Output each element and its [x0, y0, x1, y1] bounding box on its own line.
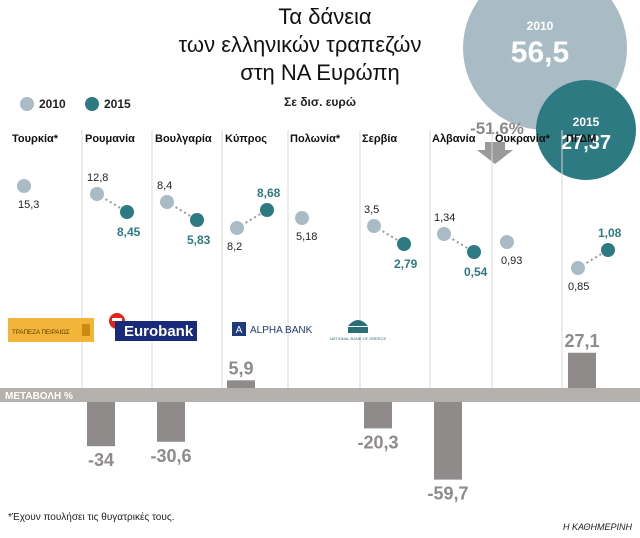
legend-2010-label: 2010 [39, 97, 66, 111]
dot-2010 [500, 235, 514, 249]
category-label: Τουρκία* [12, 133, 59, 145]
svg-text:Eurobank: Eurobank [124, 323, 194, 340]
title-line-1: Τα δάνεια [278, 4, 372, 29]
legend-2015-dot [85, 97, 99, 111]
dot-2010 [367, 219, 381, 233]
category-label: Πολωνία* [290, 133, 341, 145]
value-label-2010: 0,85 [568, 281, 589, 293]
title-line-3: στη ΝΑ Ευρώπη [240, 60, 400, 85]
value-label-2015: 1,08 [598, 226, 622, 240]
svg-text:ALPHA BANK: ALPHA BANK [250, 325, 313, 336]
change-bar [87, 402, 115, 447]
change-bar [364, 402, 392, 429]
dot-2010 [437, 227, 451, 241]
dot-2015 [190, 213, 204, 227]
svg-text:A: A [236, 325, 243, 336]
dot-2010 [571, 261, 585, 275]
total-2010-year: 2010 [527, 19, 554, 33]
change-bar [434, 402, 462, 480]
value-label-2010: 3,5 [364, 204, 379, 216]
value-label-2015: 5,83 [187, 233, 211, 247]
legend-2010-dot [20, 97, 34, 111]
change-label: -59,7 [427, 484, 468, 504]
total-change-label: -51,6% [470, 119, 524, 138]
value-label-2010: 5,18 [296, 231, 317, 243]
dot-2010 [17, 179, 31, 193]
category-label: Ρουμανία [85, 133, 135, 145]
dot-2010 [90, 187, 104, 201]
total-2015-circle [536, 80, 636, 180]
bank-logo-piraeus: ΤΡΑΠΕΖΑ ΠΕΙΡΑΙΩΣ [8, 318, 94, 342]
dot-2010 [160, 195, 174, 209]
total-2010-value: 56,5 [511, 36, 569, 69]
dot-2015 [467, 245, 481, 259]
change-label: -34 [88, 450, 114, 470]
value-label-2010: 1,34 [434, 212, 455, 224]
value-label-2015: 2,79 [394, 257, 418, 271]
dot-2015 [397, 237, 411, 251]
change-label: 5,9 [228, 358, 253, 378]
value-label-2010: 8,2 [227, 241, 242, 253]
change-bar [227, 380, 255, 388]
value-label-2015: 0,54 [464, 265, 488, 279]
dot-2015 [601, 243, 615, 257]
svg-text:NATIONAL BANK OF GREECE: NATIONAL BANK OF GREECE [330, 336, 387, 341]
title-line-2: των ελληνικών τραπεζών [179, 32, 422, 57]
dot-2010 [295, 211, 309, 225]
total-2015-value: 27,37 [561, 132, 611, 154]
change-label: -30,6 [150, 446, 191, 466]
bank-logo-alpha: A ALPHA BANK [232, 322, 313, 336]
value-label-2010: 8,4 [157, 180, 172, 192]
category-label: Σερβία [362, 133, 397, 145]
dot-2015 [120, 205, 134, 219]
change-label: 27,1 [564, 331, 599, 351]
dot-2010 [230, 221, 244, 235]
svg-text:ΤΡΑΠΕΖΑ ΠΕΙΡΑΙΩΣ: ΤΡΑΠΕΖΑ ΠΕΙΡΑΙΩΣ [12, 329, 70, 336]
value-label-2015: 8,68 [257, 186, 281, 200]
change-bar [568, 352, 596, 388]
category-label: Αλβανία [432, 133, 476, 145]
footnote: *Έχουν πουλήσει τις θυγατρικές τους. [8, 511, 174, 523]
bank-logo-eurobank: Eurobank [109, 313, 197, 341]
value-label-2010: 15,3 [18, 199, 39, 211]
value-label-2010: 0,93 [501, 255, 522, 267]
bank-logo-nbg: NATIONAL BANK OF GREECE [330, 320, 387, 341]
value-label-2010: 12,8 [87, 172, 108, 184]
category-label: Βουλγαρία [155, 133, 212, 145]
change-axis-label: ΜΕΤΑΒΟΛΗ % [5, 391, 73, 402]
total-2015-year: 2015 [573, 115, 600, 129]
unit-note: Σε δισ. ευρώ [284, 95, 356, 109]
category-label: Κύπρος [225, 133, 267, 145]
value-label-2015: 8,45 [117, 225, 141, 239]
dot-2015 [260, 203, 274, 217]
arrow-down-icon [477, 142, 513, 164]
category-label: Ουκρανία* [495, 133, 551, 145]
source-credit: Η ΚΑΘΗΜΕΡΙΝΗ [563, 522, 633, 532]
change-axis-band [0, 388, 640, 402]
category-label: ΠΓΔΜ [566, 133, 596, 145]
change-bar [157, 402, 185, 442]
legend-2015-label: 2015 [104, 97, 131, 111]
change-label: -20,3 [357, 432, 398, 452]
